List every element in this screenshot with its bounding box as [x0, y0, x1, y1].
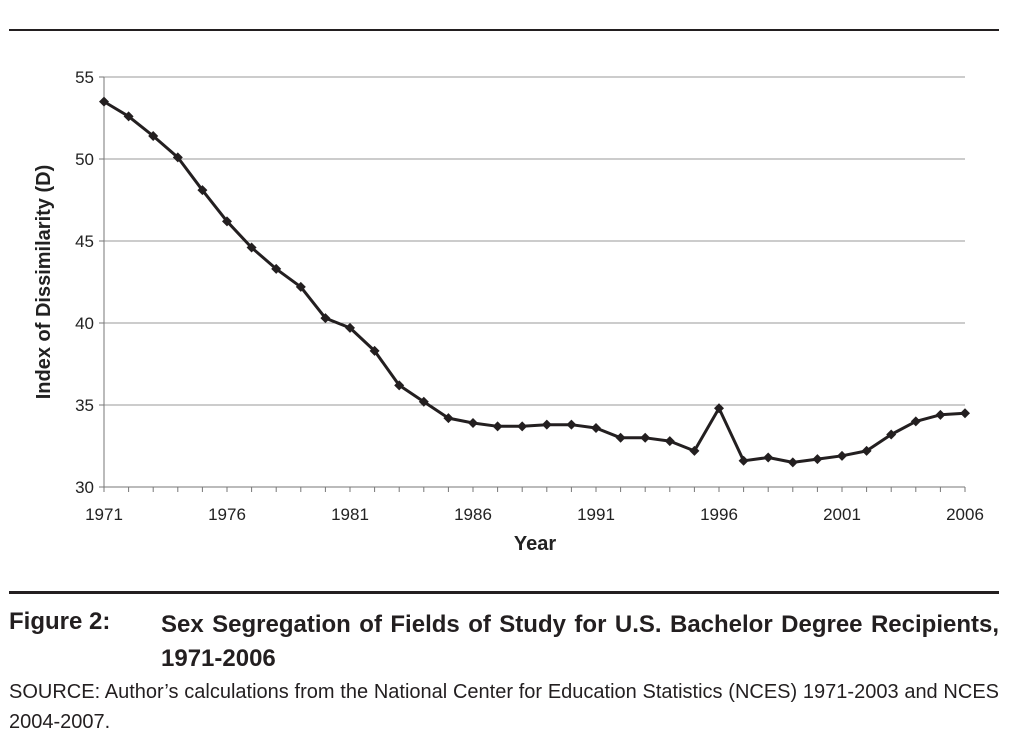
data-point-marker: [492, 421, 503, 432]
y-axis-title: Index of Dissimilarity (D): [33, 165, 55, 400]
data-point-marker: [197, 185, 208, 196]
data-point-marker: [443, 413, 454, 424]
data-point-marker: [812, 454, 823, 465]
y-tick-label: 40: [75, 314, 94, 333]
top-rule: [9, 29, 999, 31]
axes: [99, 76, 966, 492]
x-tick-label: 2006: [946, 505, 984, 524]
data-point-marker: [615, 432, 626, 443]
series: [99, 96, 970, 468]
x-tick-label: 2001: [823, 505, 861, 524]
data-point-marker: [271, 263, 282, 274]
data-point-marker: [738, 455, 749, 466]
data-point-marker: [246, 242, 257, 253]
data-point-marker: [714, 403, 724, 414]
data-point-marker: [763, 452, 774, 463]
y-tick-label: 50: [75, 150, 94, 169]
data-point-marker: [394, 380, 405, 391]
x-tick-label: 1981: [331, 505, 369, 524]
data-point-marker: [541, 419, 552, 430]
data-point-marker: [861, 445, 872, 456]
data-point-marker: [517, 421, 528, 432]
data-point-marker: [566, 419, 577, 430]
data-point-marker: [148, 131, 159, 142]
data-point-marker: [787, 457, 798, 468]
data-point-marker: [222, 216, 232, 227]
data-point-marker: [689, 445, 700, 456]
data-point-marker: [640, 432, 651, 443]
x-tick-labels: 1971 1976 1981 1986 1991 1996 2001 2006: [85, 505, 984, 524]
gridlines: [104, 76, 965, 406]
series-line: [103, 100, 966, 464]
y-tick-label: 30: [75, 478, 94, 497]
figure-label: Figure 2:: [9, 608, 111, 635]
x-tick-label: 1996: [700, 505, 738, 524]
figure-title: Sex Segregation of Fields of Study for U…: [161, 611, 999, 672]
y-tick-label: 45: [75, 232, 94, 251]
data-point-marker: [935, 409, 946, 420]
data-point-marker: [960, 408, 970, 419]
line-chart: 30 35 40 45 50 55 1971 1976 1981 1986 1991 1996 200…: [33, 68, 984, 555]
data-point-marker: [910, 416, 921, 427]
x-tick-label: 1986: [454, 505, 492, 524]
data-point-marker: [345, 322, 355, 333]
data-point-marker: [418, 396, 429, 407]
data-point-marker: [591, 422, 601, 433]
data-point-marker: [320, 313, 331, 324]
data-point-marker: [172, 152, 183, 163]
data-point-marker: [123, 111, 134, 122]
data-point-marker: [468, 418, 478, 429]
data-point-marker: [295, 281, 306, 292]
data-point-marker: [369, 345, 380, 356]
bottom-rule: [9, 591, 999, 594]
data-point-marker: [886, 429, 897, 440]
figure-source: SOURCE: Author’s calculations from the N…: [9, 681, 999, 733]
x-axis-title: Year: [514, 533, 556, 555]
data-point-marker: [99, 96, 109, 107]
y-tick-label: 55: [75, 68, 94, 87]
y-tick-labels: 30 35 40 45 50 55: [75, 68, 94, 497]
data-point-marker: [664, 436, 675, 447]
y-tick-label: 35: [75, 396, 94, 415]
x-tick-label: 1991: [577, 505, 615, 524]
x-tick-label: 1971: [85, 505, 123, 524]
data-point-marker: [837, 450, 847, 461]
x-tick-label: 1976: [208, 505, 246, 524]
